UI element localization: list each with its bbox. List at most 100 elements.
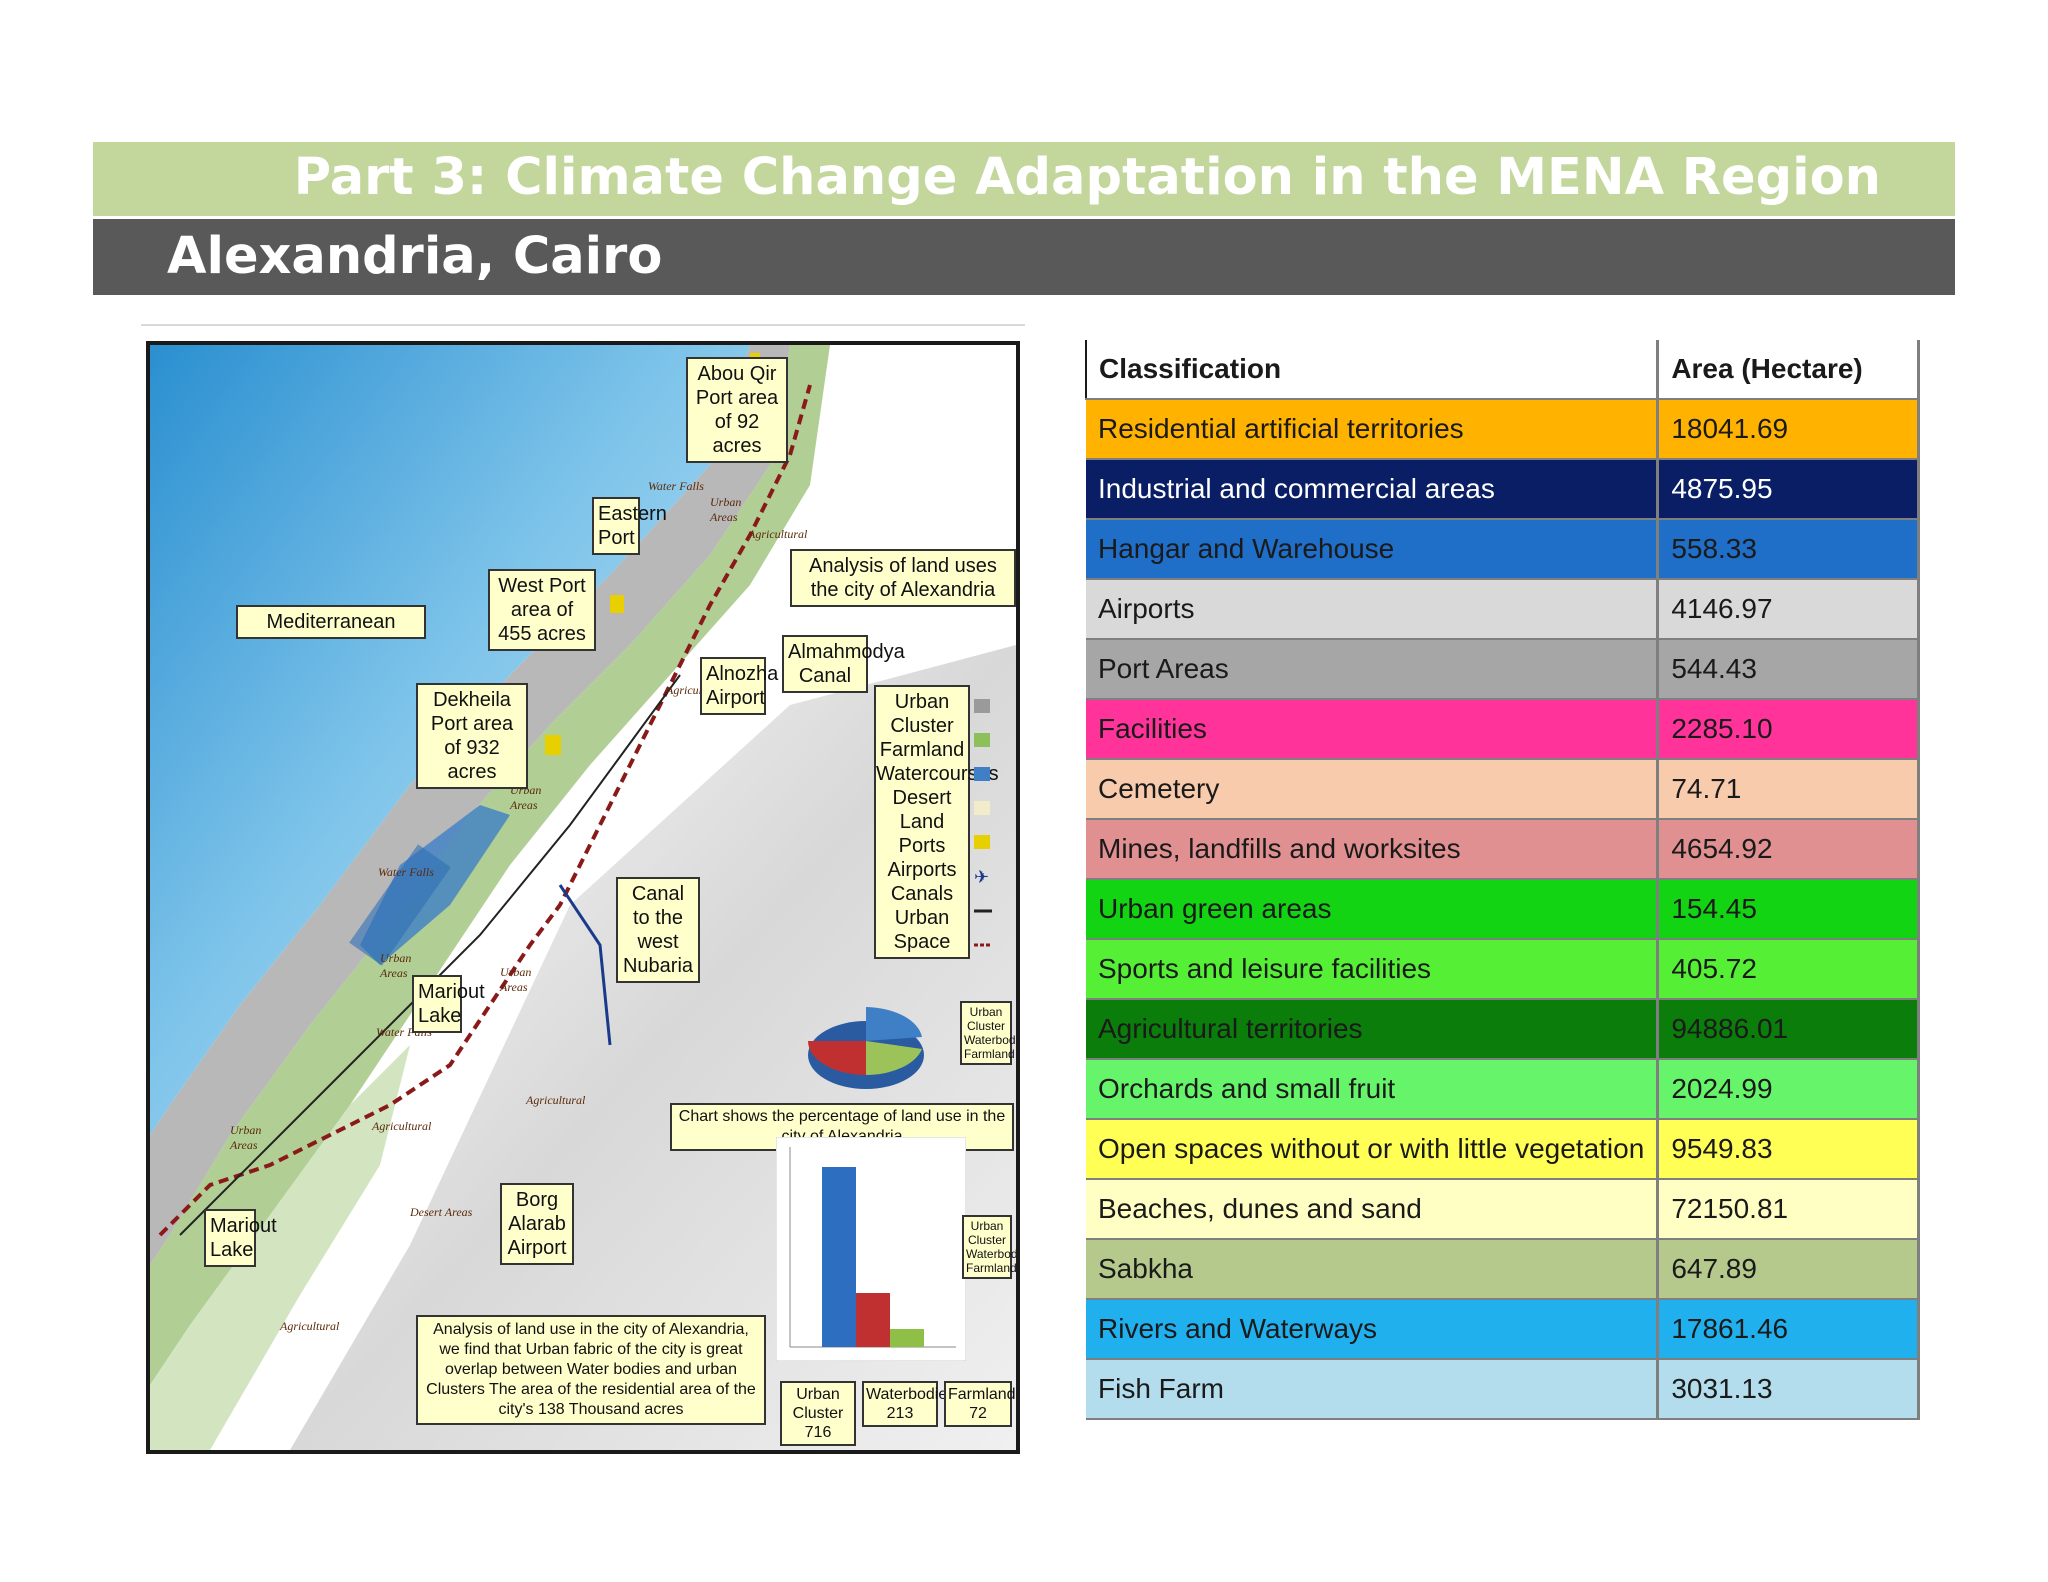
pie-legend-item: Farmland (964, 1047, 1015, 1061)
classification-cell: Airports (1086, 578, 1660, 640)
legend-item: Farmland (879, 739, 965, 761)
bar-value-name: Waterbodies (866, 1386, 956, 1403)
pie-chart (808, 1007, 924, 1089)
classification-cell: Mines, landfills and worksites (1086, 818, 1660, 880)
legend-item: Airports (887, 859, 957, 881)
area-cell: 2024.99 (1657, 1058, 1920, 1120)
table-row: Urban green areas 154.45 (1086, 878, 1920, 940)
map-tag: Urban Areas (710, 495, 742, 524)
swatch-desert-land (974, 801, 990, 815)
pie-slice-farmland (866, 1041, 922, 1075)
label-mariout-lake: Mariout Lake (204, 1209, 277, 1267)
bar-legend-item: Urban Cluster (967, 1219, 1006, 1247)
area-cell: 94886.01 (1657, 998, 1920, 1060)
table-row: Port Areas 544.43 (1086, 638, 1920, 700)
area-cell: 72150.81 (1657, 1178, 1920, 1240)
slide-title: Part 3: Climate Change Adaptation in the… (293, 148, 1881, 207)
label-alnozha-airport: Alnozha Airport (700, 657, 778, 715)
bar-chart (776, 1137, 966, 1361)
table-row: Open spaces without or with little veget… (1086, 1118, 1920, 1180)
slide-subtitle: Alexandria, Cairo (167, 227, 663, 286)
legend-item: Ports (898, 835, 946, 857)
classification-cell: Urban green areas (1086, 878, 1660, 940)
map-legend: Urban Cluster Farmland Watercourses Dese… (874, 685, 999, 959)
bar-value-box: Urban Cluster 716 (780, 1381, 856, 1446)
map-tag: Agricultural (280, 1319, 340, 1333)
area-cell: 405.72 (1657, 938, 1920, 1000)
urban-strip (150, 345, 790, 1265)
area-cell: 4654.92 (1657, 818, 1920, 880)
analysis-note: Analysis of land use in the city of Alex… (416, 1315, 766, 1425)
label-eastern-port: Eastern Port (592, 497, 667, 555)
label-canal-west-nubaria: Canal to the west Nubaria (616, 877, 700, 983)
classification-cell: Open spaces without or with little veget… (1086, 1118, 1660, 1180)
map-tag: Urban Areas (230, 1123, 262, 1152)
bar-value-name: Farmland (948, 1386, 1016, 1403)
map-tag: Agricultural (372, 1119, 432, 1133)
bar-legend-item: Farmland (966, 1261, 1017, 1275)
area-cell: 4875.95 (1657, 458, 1920, 520)
port-marker (545, 735, 561, 755)
legend-item: Desert Land (892, 787, 952, 833)
bar-value-number: 72 (969, 1405, 987, 1422)
label-mariout-lake: Mariout Lake (412, 975, 485, 1033)
divider (141, 324, 1025, 326)
classification-cell: Agricultural territories (1086, 998, 1660, 1060)
bar-value-number: 213 (886, 1405, 914, 1422)
legend-swatches: ✈ (974, 699, 992, 947)
bar-legend: Urban Cluster Waterbodies Farmland (962, 1215, 1020, 1279)
area-cell: 4146.97 (1657, 578, 1920, 640)
canal-west-nubaria (558, 884, 612, 1046)
canal-line (179, 674, 681, 1236)
table-row: Rivers and Waterways 17861.46 (1086, 1298, 1920, 1360)
label-mediterranean: Mediterranean (236, 605, 426, 639)
bar-legend-item: Waterbodies (966, 1247, 1020, 1261)
classification-cell: Hangar and Warehouse (1086, 518, 1660, 580)
airplane-icon: ✈ (974, 867, 989, 888)
table-row: Mines, landfills and worksites 4654.92 (1086, 818, 1920, 880)
table-header-row: Classification Area (Hectare) (1085, 340, 1920, 400)
legend-item: Urban Cluster (890, 691, 954, 737)
table-row: Sports and leisure facilities 405.72 (1086, 938, 1920, 1000)
table-row: Facilities 2285.10 (1086, 698, 1920, 760)
legend-item: Canals (890, 883, 954, 905)
agricultural-strip (150, 345, 830, 1385)
map-tag: Agricultural (748, 527, 808, 541)
table-row: Sabkha 647.89 (1086, 1238, 1920, 1300)
map-tag: Agricultural (526, 1093, 586, 1107)
classification-cell: Rivers and Waterways (1086, 1298, 1660, 1360)
pie-slice-urban (866, 1007, 922, 1041)
label-analysis-title: Analysis of land uses the city of Alexan… (790, 549, 1016, 607)
area-cell: 544.43 (1657, 638, 1920, 700)
land-use-table: Classification Area (Hectare) Residentia… (1085, 340, 1920, 1420)
table-row: Cemetery 74.71 (1086, 758, 1920, 820)
table-row: Fish Farm 3031.13 (1086, 1358, 1920, 1420)
map-tag: Water Falls (378, 865, 434, 879)
table-row: Beaches, dunes and sand 72150.81 (1086, 1178, 1920, 1240)
bar-farmland (890, 1329, 924, 1347)
map-tag: Urban Areas (380, 951, 412, 980)
area-cell: 2285.10 (1657, 698, 1920, 760)
bar-value-box: Waterbodies 213 (862, 1381, 956, 1427)
area-cell: 17861.46 (1657, 1298, 1920, 1360)
label-borg-alarab-airport: Borg Alarab Airport (500, 1183, 574, 1265)
port-marker (610, 595, 624, 613)
bar-waterbodies (856, 1293, 890, 1347)
label-abou-qir-port: Abou Qir Port area of 92 acres (686, 357, 788, 463)
table-row: Airports 4146.97 (1086, 578, 1920, 640)
table-row: Hangar and Warehouse 558.33 (1086, 518, 1920, 580)
classification-cell: Residential artificial territories (1086, 398, 1660, 460)
pie-legend-item: Waterbodies (964, 1033, 1019, 1047)
label-dekheila-port: Dekheila Port area of 932 acres (416, 683, 528, 789)
swatch-ports (974, 835, 990, 849)
table-row: Residential artificial territories 18041.… (1086, 398, 1920, 460)
area-cell: 3031.13 (1657, 1358, 1920, 1420)
bar-value-number: 716 (804, 1424, 832, 1441)
classification-cell: Beaches, dunes and sand (1086, 1178, 1660, 1240)
subtitle-banner: Alexandria, Cairo (93, 219, 1955, 295)
table-row: Industrial and commercial areas 4875.95 (1086, 458, 1920, 520)
swatch-urban-cluster (974, 699, 990, 713)
map-tag: Urban Areas (500, 965, 532, 994)
classification-cell: Sports and leisure facilities (1086, 938, 1660, 1000)
map-tag: Desert Areas (410, 1205, 473, 1219)
